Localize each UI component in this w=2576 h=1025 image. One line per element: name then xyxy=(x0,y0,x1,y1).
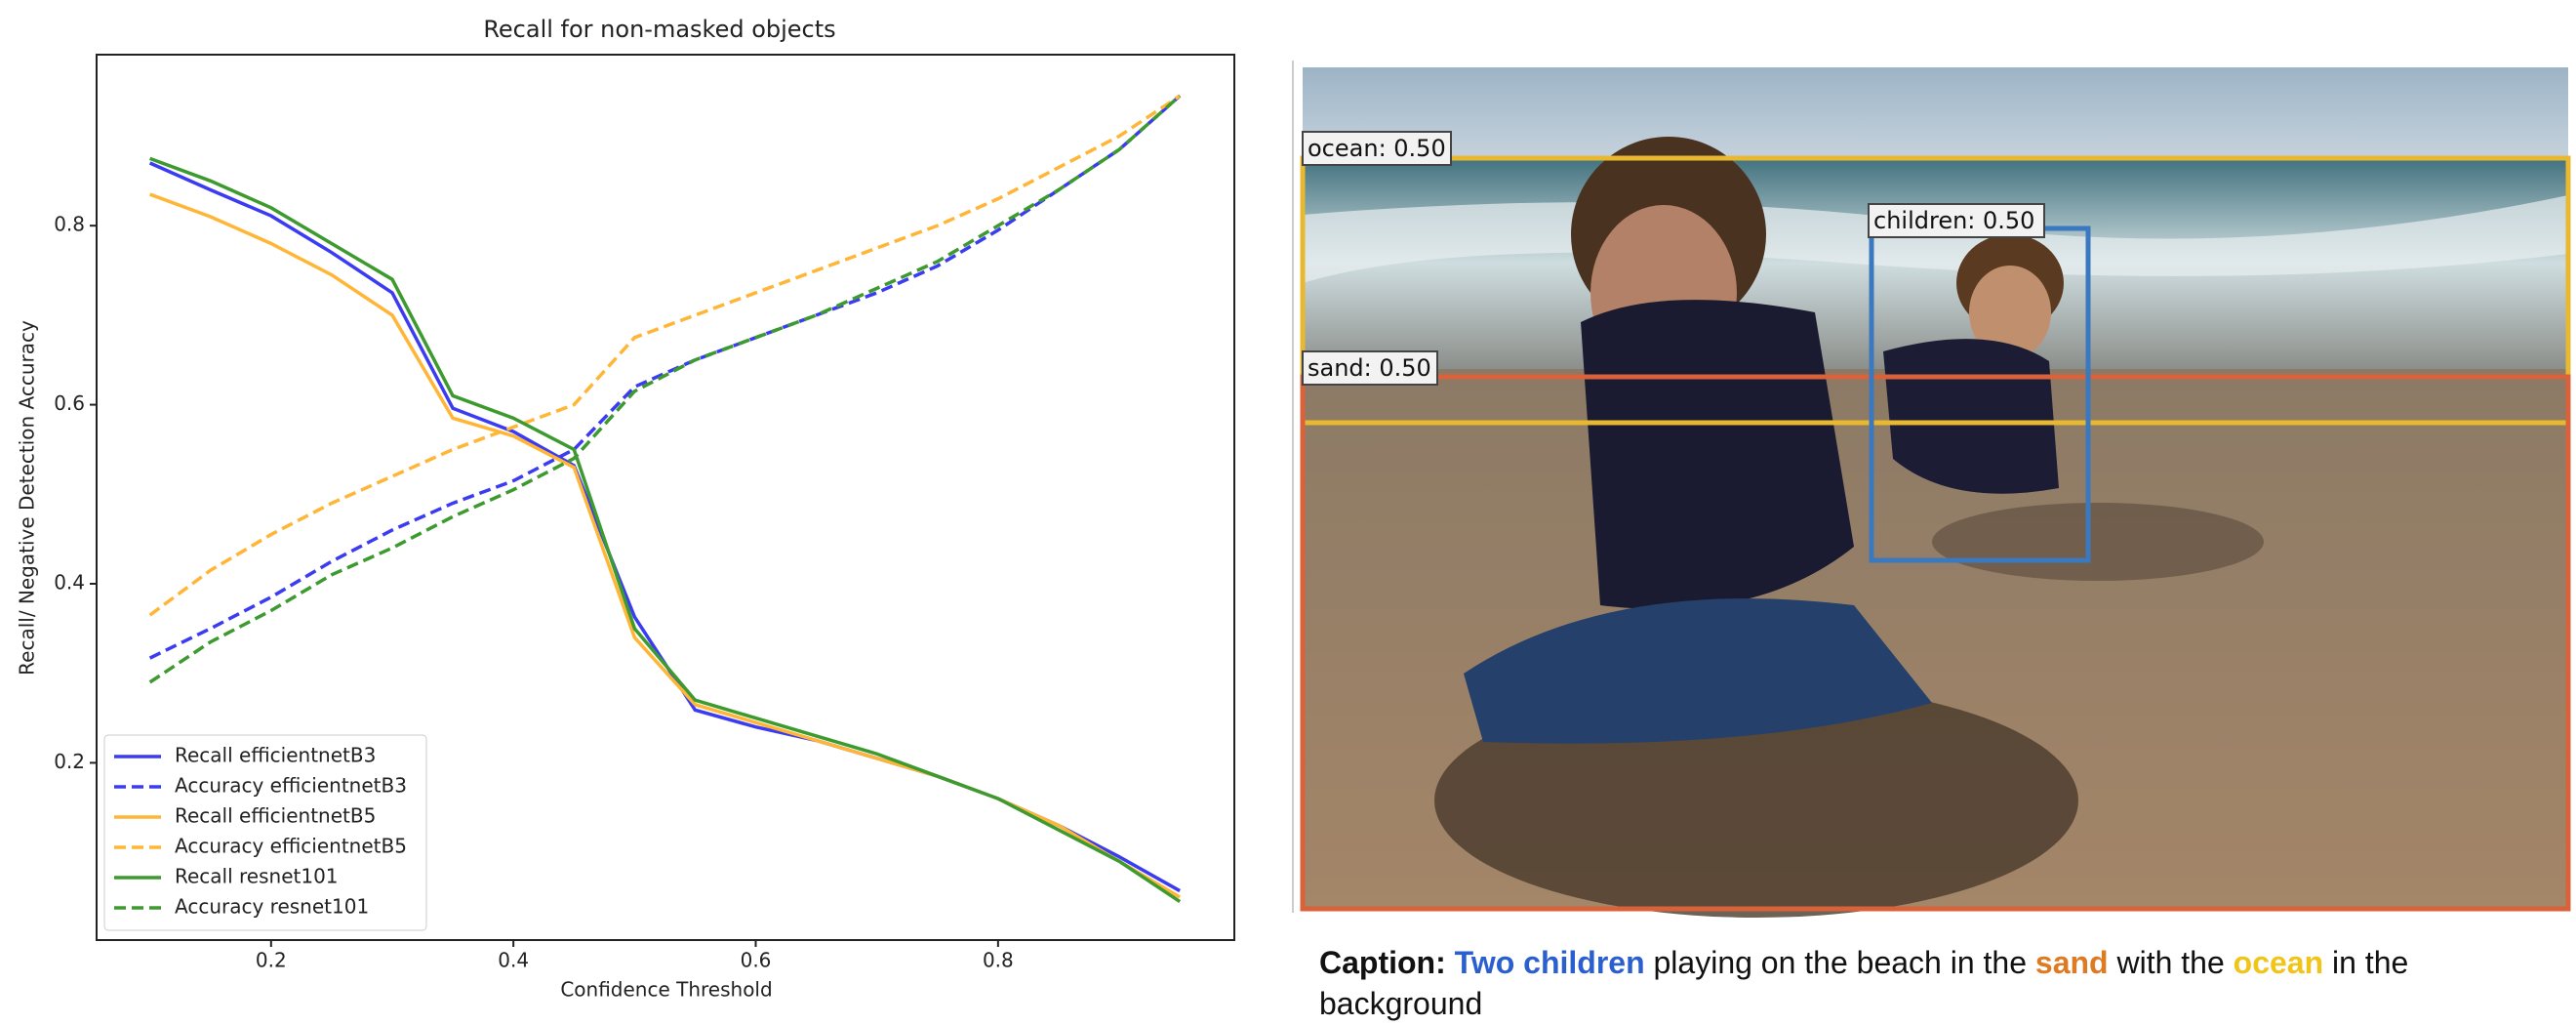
x-tick-label: 0.2 xyxy=(256,949,287,972)
photo xyxy=(1303,67,2568,918)
y-tick-label: 0.8 xyxy=(54,213,85,236)
x-tick-label: 0.6 xyxy=(741,949,772,972)
caption-children: Two children xyxy=(1454,945,1645,980)
caption-text: in the background xyxy=(1319,945,2409,1021)
series-line xyxy=(148,94,1182,660)
plot-frame xyxy=(96,54,1235,941)
legend-box xyxy=(103,734,427,931)
box-label: sand: 0.50 xyxy=(1308,354,1431,382)
box-label: ocean: 0.50 xyxy=(1308,135,1446,162)
chart-title: Recall for non-masked objects xyxy=(483,16,835,43)
y-tick-label: 0.6 xyxy=(54,391,85,415)
caption-text: playing on the beach in the xyxy=(1653,945,2028,980)
x-axis-label: Confidence Threshold xyxy=(560,978,772,1002)
ocean-box xyxy=(1300,155,2571,426)
caption-ocean: ocean xyxy=(2233,945,2324,980)
caption: Caption: Two children playing on the bea… xyxy=(1319,942,2539,1024)
caption-text: with the xyxy=(2116,945,2225,980)
legend-label: Recall resnet101 xyxy=(175,865,339,888)
label-bg xyxy=(1302,131,1452,166)
legend-label: Accuracy resnet101 xyxy=(175,895,369,919)
legend-label: Accuracy efficientnetB3 xyxy=(175,774,407,798)
y-tick-label: 0.4 xyxy=(54,570,85,594)
legend-label: Accuracy efficientnetB5 xyxy=(175,835,407,858)
series-line xyxy=(148,94,1182,617)
y-axis-label: Recall/ Negative Detection Accuracy xyxy=(16,320,39,676)
label-bg xyxy=(1302,350,1438,386)
y-tick-label: 0.2 xyxy=(54,750,85,773)
label-bg xyxy=(1868,203,2045,238)
series-line xyxy=(149,156,1182,904)
legend-label: Recall efficientnetB5 xyxy=(175,804,376,828)
box-label: children: 0.50 xyxy=(1873,207,2034,234)
sand-box xyxy=(1300,374,2571,912)
x-tick-label: 0.4 xyxy=(498,949,529,972)
legend-label: Recall efficientnetB3 xyxy=(175,744,376,767)
series-line xyxy=(148,94,1182,684)
caption-sand: sand xyxy=(2034,945,2109,980)
caption-lead: Caption: xyxy=(1319,945,1446,980)
x-tick-label: 0.8 xyxy=(983,949,1014,972)
detections: ocean: 0.50 children: 0.50 sand: 0.50 xyxy=(1300,131,2571,912)
plot: 0.2 0.4 0.6 0.8 0.2 0.4 0.6 0.8 Recall efficient… xyxy=(54,54,1235,972)
